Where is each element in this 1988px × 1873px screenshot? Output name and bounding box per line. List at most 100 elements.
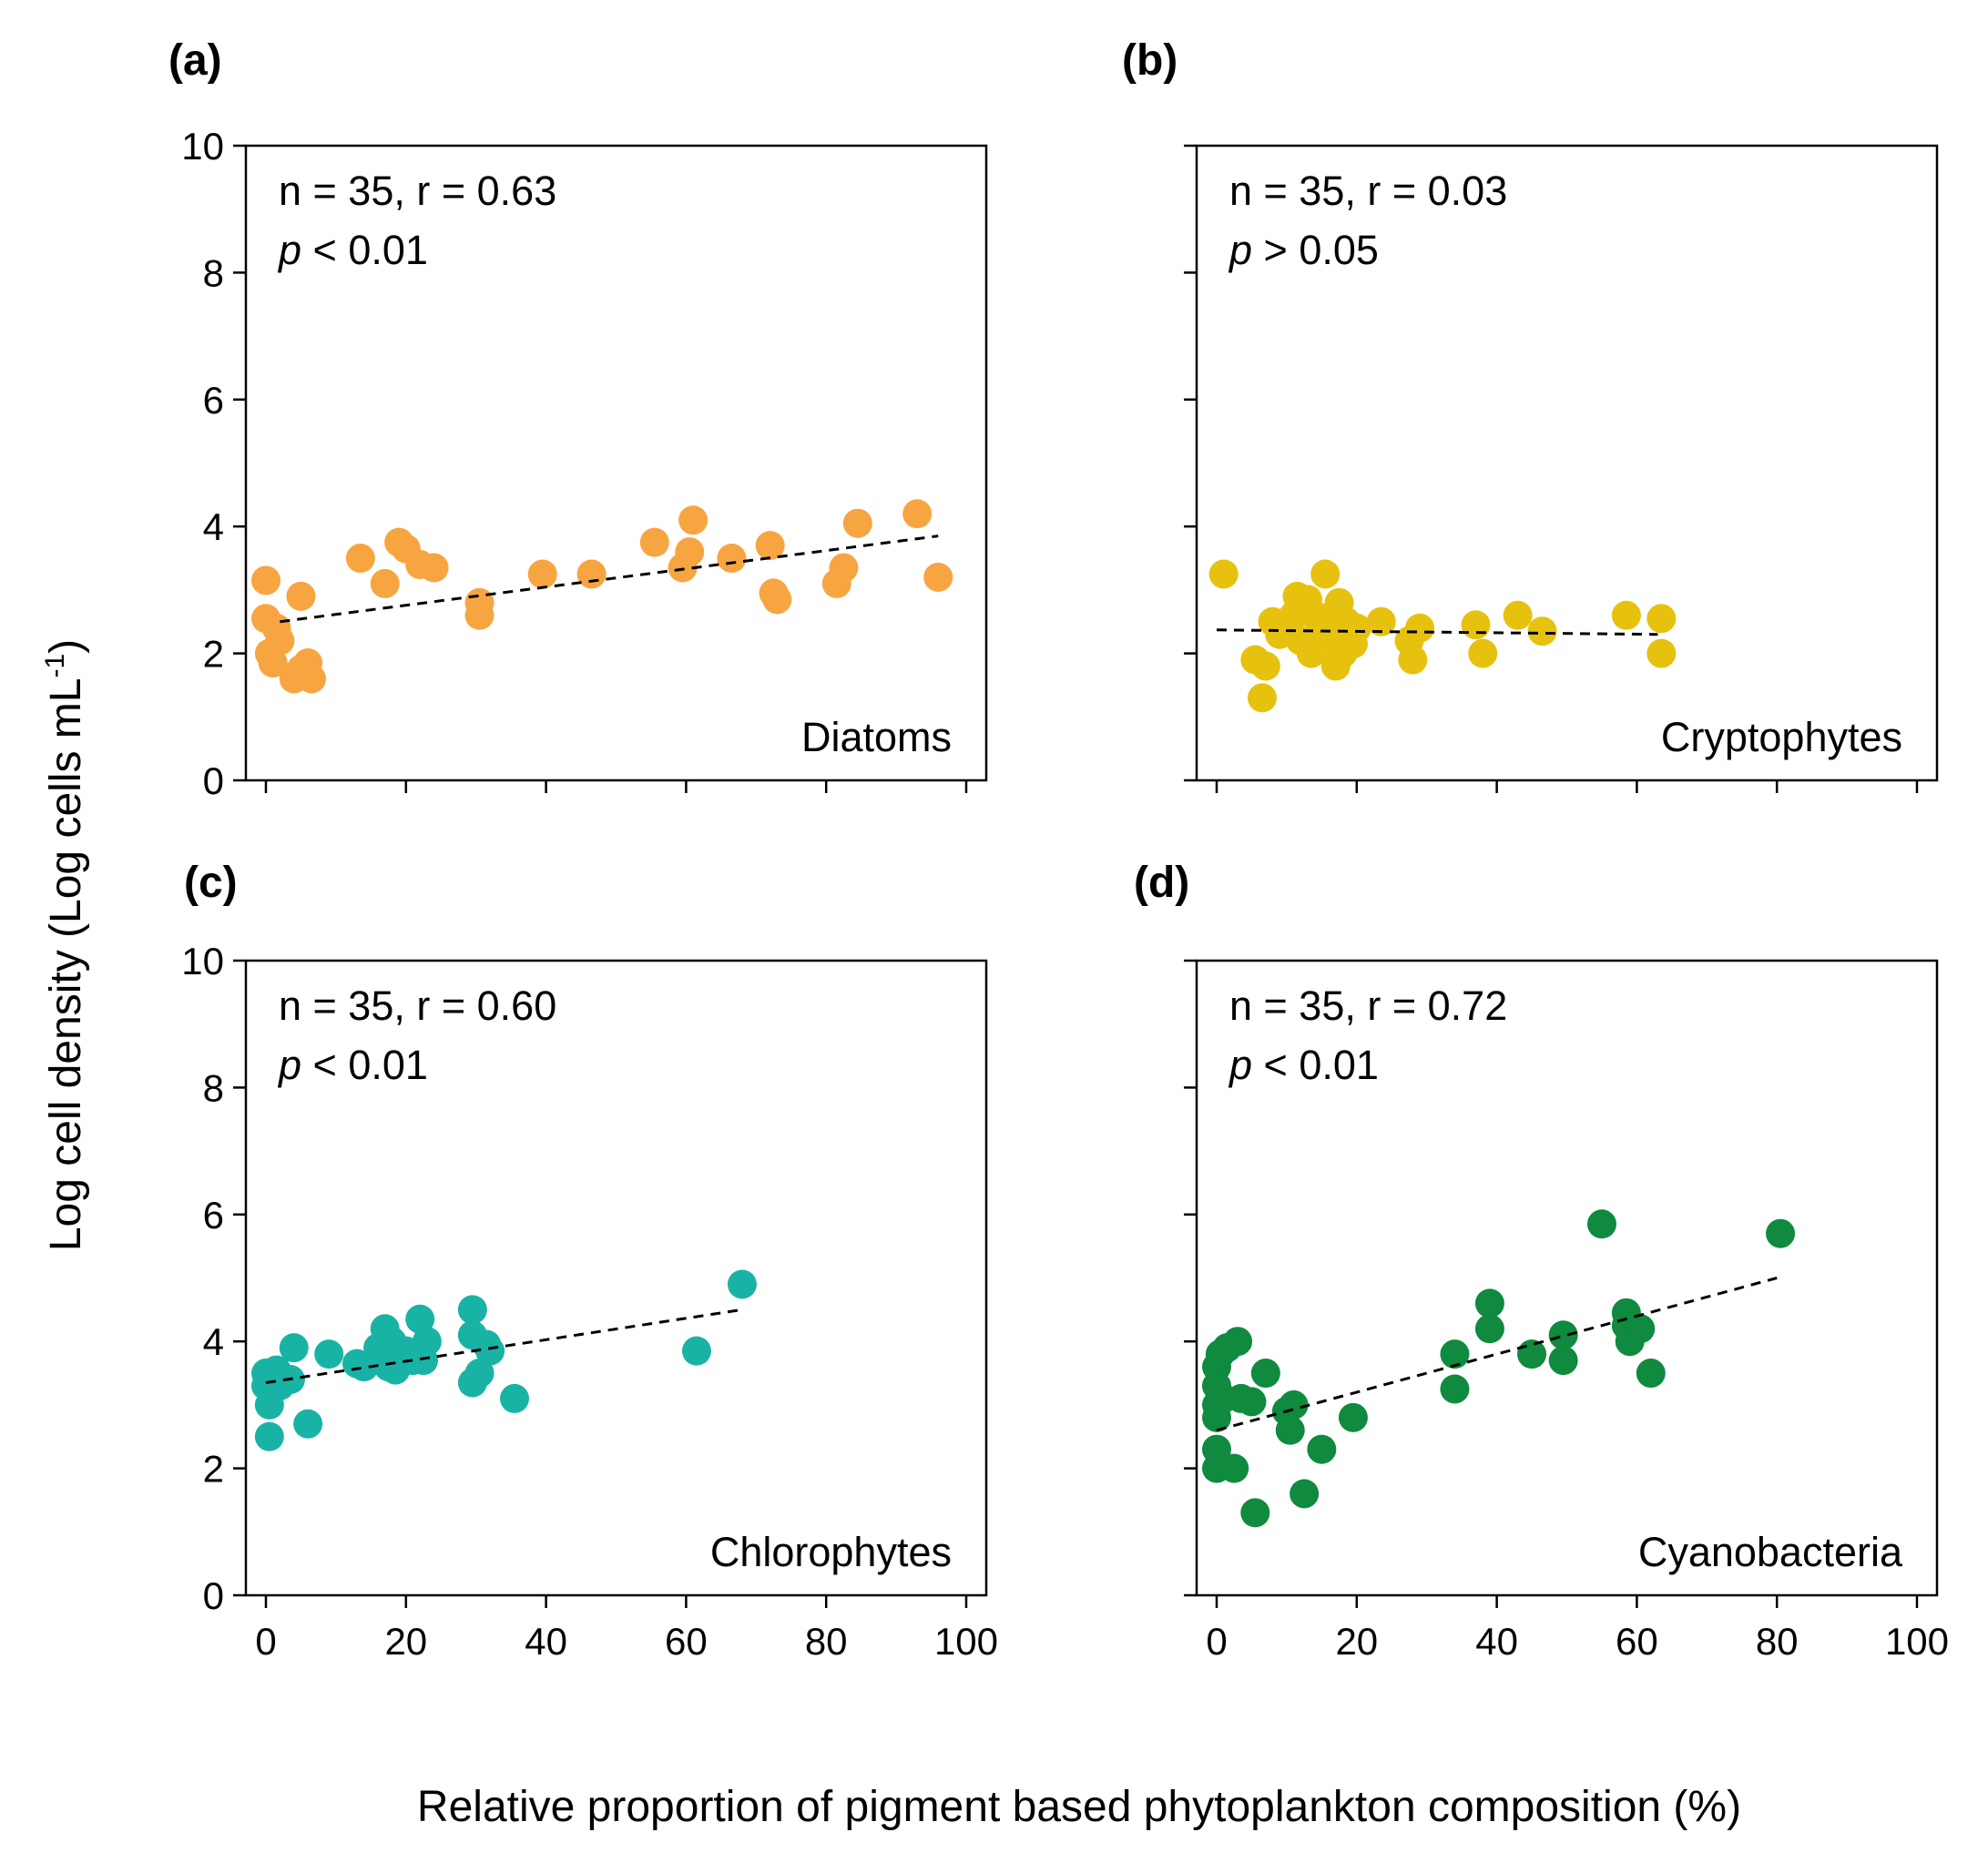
data-point <box>1279 1389 1309 1420</box>
p-value: < 0.01 <box>301 1042 428 1088</box>
x-tick-label: 100 <box>934 1620 998 1663</box>
x-tick-label: 60 <box>1616 1620 1658 1663</box>
data-point <box>1250 651 1280 681</box>
x-tick-label: 60 <box>665 1620 708 1663</box>
y-tick-label: 2 <box>203 1448 224 1491</box>
data-point <box>717 544 747 574</box>
y-axis-title: Log cell density (Log cells mL-1) <box>40 639 90 1251</box>
data-point <box>639 527 669 557</box>
data-point <box>923 562 953 592</box>
data-point <box>475 1336 505 1366</box>
p-value: > 0.05 <box>1252 227 1379 273</box>
trend-line <box>265 1308 743 1384</box>
data-point <box>314 1339 344 1369</box>
data-point <box>1310 559 1341 589</box>
data-point <box>1275 1415 1305 1445</box>
x-tick-label: 40 <box>525 1620 567 1663</box>
y-axis-title-superscript: -1 <box>40 654 70 678</box>
y-tick-label: 4 <box>203 1320 224 1363</box>
data-point <box>457 1295 487 1325</box>
data-point <box>1468 638 1498 668</box>
panel-letter: (c) <box>184 859 238 907</box>
data-point <box>1548 1346 1578 1376</box>
panel-letter: (a) <box>168 36 222 85</box>
data-point <box>1398 645 1428 675</box>
data-point <box>279 1333 309 1363</box>
data-point <box>1548 1320 1578 1350</box>
plot-frame <box>244 959 988 1597</box>
x-axis-title: Relative proportion of pigment based phy… <box>417 1783 1741 1831</box>
data-point <box>258 648 288 678</box>
panel-a: (a) 0 2 4 6 8 10 n = 35, r = 0.63 p < 0.01 Diatom… <box>168 36 988 802</box>
data-point <box>370 568 400 598</box>
data-point <box>1766 1218 1796 1248</box>
data-point <box>464 600 494 630</box>
x-tick-label: 40 <box>1475 1620 1518 1663</box>
data-point <box>1240 1498 1270 1528</box>
panel-d: (d) 0 20 40 60 80 100 n = 35, r = 0.72 p < 0.01 C… <box>1134 859 1949 1663</box>
x-tick-label: 80 <box>1756 1620 1799 1663</box>
y-tick-label: 2 <box>203 633 224 676</box>
data-point <box>842 508 872 538</box>
x-tick-label: 20 <box>384 1620 427 1663</box>
data-point <box>1440 1339 1470 1369</box>
data-point <box>1517 1339 1547 1369</box>
data-point <box>1223 1327 1253 1357</box>
group-label: Diatoms <box>801 714 952 760</box>
x-tick-label: 0 <box>1206 1620 1227 1663</box>
y-tick-label: 6 <box>203 1194 224 1237</box>
x-tick-label: 20 <box>1335 1620 1378 1663</box>
data-point <box>1290 1479 1320 1509</box>
p-value: < 0.01 <box>1252 1042 1379 1088</box>
y-tick-label: 10 <box>181 125 224 168</box>
data-point <box>1646 604 1677 634</box>
data-point <box>293 1409 323 1439</box>
data-point <box>412 1327 442 1357</box>
data-point <box>678 505 709 535</box>
data-point <box>527 559 557 589</box>
y-tick-label: 0 <box>203 759 224 802</box>
plot-frame <box>244 144 988 782</box>
data-point <box>1461 610 1491 640</box>
p-symbol: p <box>277 227 301 273</box>
data-point <box>576 559 607 589</box>
data-point <box>1474 1314 1504 1344</box>
data-point <box>1338 1402 1368 1432</box>
data-point <box>675 537 705 567</box>
p-symbol: p <box>1228 1042 1252 1088</box>
stat-n-r: n = 35, r = 0.03 <box>1229 168 1507 214</box>
y-tick-label: 8 <box>203 251 224 294</box>
data-point <box>1208 559 1239 589</box>
data-point <box>1474 1288 1504 1318</box>
data-point <box>1636 1359 1666 1389</box>
data-point <box>1611 600 1641 630</box>
y-tick-label: 6 <box>203 379 224 422</box>
data-point <box>681 1336 711 1366</box>
data-point <box>1440 1374 1470 1404</box>
y-axis-title-close: ) <box>42 639 90 654</box>
data-point <box>1366 606 1396 636</box>
plot-frame <box>1195 144 1939 782</box>
data-point <box>762 585 792 615</box>
data-point <box>1307 1434 1337 1464</box>
data-point <box>265 626 295 656</box>
data-point <box>1527 616 1557 646</box>
panel-letter: (d) <box>1134 859 1189 907</box>
data-point <box>405 1304 435 1334</box>
y-tick-label: 10 <box>181 940 224 982</box>
p-symbol: p <box>1228 227 1252 273</box>
data-point <box>1586 1209 1616 1239</box>
y-tick-label: 0 <box>203 1574 224 1617</box>
data-point <box>296 664 326 694</box>
data-point <box>286 581 316 611</box>
group-label: Chlorophytes <box>710 1529 952 1575</box>
stat-n-r: n = 35, r = 0.63 <box>279 168 556 214</box>
data-point <box>1219 1453 1249 1483</box>
p-value: < 0.01 <box>301 227 428 273</box>
data-point <box>1646 638 1677 668</box>
data-point <box>251 565 280 595</box>
data-point <box>1626 1314 1656 1344</box>
x-tick-label: 80 <box>805 1620 848 1663</box>
